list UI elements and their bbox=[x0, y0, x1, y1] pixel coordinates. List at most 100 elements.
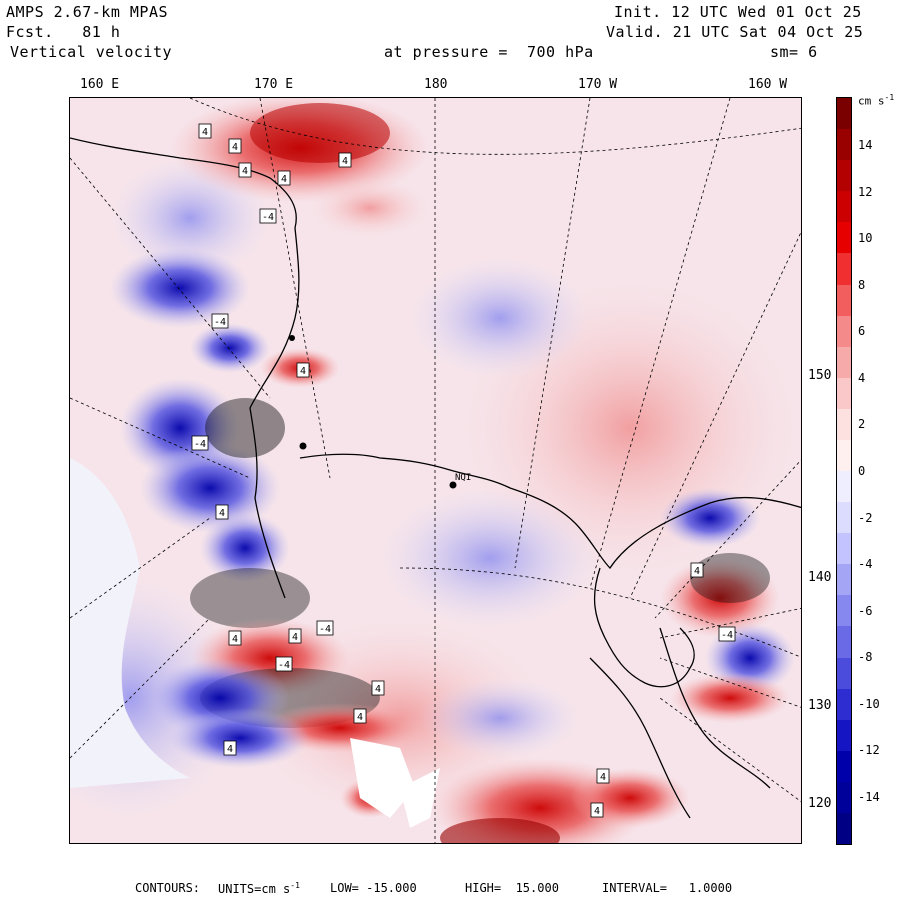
model-title: AMPS 2.67-km MPAS bbox=[6, 3, 169, 21]
lon-label-170w: 170 W bbox=[578, 77, 618, 92]
footer-interval: INTERVAL= 1.0000 bbox=[602, 881, 733, 895]
pressure-level: at pressure = 700 hPa bbox=[384, 43, 594, 61]
forecast-hour: Fcst. 81 h bbox=[6, 23, 121, 41]
colorbar-swatch bbox=[837, 812, 851, 845]
colorbar-swatch bbox=[837, 346, 851, 379]
contour-label-text: 4 bbox=[342, 156, 348, 167]
colorbar-swatch bbox=[837, 315, 851, 348]
no-data-patches bbox=[350, 738, 440, 828]
footer-low: LOW= -15.000 bbox=[330, 881, 417, 895]
contour-label-box bbox=[211, 313, 229, 329]
colorbar-swatch bbox=[837, 408, 851, 441]
colorbar-tick-label: -8 bbox=[858, 650, 873, 665]
contour-label-box bbox=[215, 504, 229, 520]
map-canvas: NQI 4 4 4 4 4 -4 -4 -4 4 4 -4 4 -4 4 4 4 4 4 4 4 -4 bbox=[70, 98, 801, 843]
colorbar-tick-label: -14 bbox=[858, 790, 880, 804]
lon-label-170e: 170 E bbox=[254, 77, 294, 92]
contour-label-boxes: 4 4 4 4 4 -4 -4 -4 4 4 -4 4 -4 4 4 4 4 4 4 4 -4 bbox=[191, 123, 736, 818]
colorbar-swatch bbox=[837, 471, 851, 503]
contour-label-text: -4 bbox=[278, 660, 290, 671]
contour-label-box bbox=[316, 620, 334, 636]
lon-label-160e: 160 E bbox=[80, 77, 120, 92]
contour-label-box bbox=[596, 768, 610, 784]
coastline bbox=[70, 137, 801, 819]
contour-label-text: 4 bbox=[300, 366, 306, 377]
colorbar-swatch bbox=[837, 253, 851, 285]
graticule bbox=[70, 98, 801, 843]
contour-label-box bbox=[338, 152, 352, 168]
colorbar-swatch bbox=[837, 377, 851, 410]
contour-label-text: 4 bbox=[232, 634, 238, 645]
contour-label-box bbox=[238, 162, 252, 178]
colorbar-swatch bbox=[837, 719, 851, 752]
colorbar-swatch bbox=[837, 657, 851, 690]
colorbar-tick-label: 4 bbox=[858, 370, 866, 385]
contour-label-box bbox=[198, 123, 212, 139]
station-dots bbox=[289, 335, 457, 489]
contour-label-box bbox=[275, 656, 293, 672]
contour-label-text: 4 bbox=[202, 127, 208, 138]
colorbar-tick-label: -4 bbox=[858, 557, 873, 572]
contour-label-box bbox=[223, 740, 237, 756]
colorbar bbox=[836, 97, 852, 845]
contour-label-text: -4 bbox=[319, 624, 331, 635]
colorbar-tick-label: 6 bbox=[858, 324, 866, 339]
contour-label-box bbox=[288, 628, 302, 644]
footer-high: HIGH= 15.000 bbox=[465, 881, 559, 895]
contour-label-text: 4 bbox=[694, 566, 700, 577]
contour-label-text: 4 bbox=[227, 744, 233, 755]
contour-label-box bbox=[590, 802, 604, 818]
colorbar-tick-label: -6 bbox=[858, 603, 873, 618]
colorbar-swatch bbox=[837, 564, 851, 596]
footer-contours: CONTOURS: bbox=[135, 881, 201, 895]
vertical-velocity-map: NQI 4 4 4 4 4 -4 -4 -4 4 4 -4 4 -4 4 4 4 4 4 4 4 -4 bbox=[69, 97, 802, 844]
contour-label-text: 4 bbox=[219, 508, 225, 519]
colorbar-swatch bbox=[837, 284, 851, 317]
footer-units: UNITS=cm s-1 bbox=[218, 881, 300, 896]
contour-label-box bbox=[259, 208, 277, 224]
contour-label-text: -4 bbox=[214, 317, 226, 328]
colorbar-swatch bbox=[837, 222, 851, 254]
contour-label-box bbox=[228, 630, 242, 646]
contour-label-box bbox=[371, 680, 385, 696]
strong-red-cluster-top bbox=[170, 98, 430, 238]
valid-time: Valid. 21 UTC Sat 04 Oct 25 bbox=[606, 23, 864, 41]
colorbar-tick-label: 12 bbox=[858, 184, 873, 199]
lon-label-160w: 160 W bbox=[748, 77, 788, 92]
contour-label-text: -4 bbox=[262, 212, 274, 223]
contour-label-text: 4 bbox=[357, 712, 363, 723]
contour-label-box bbox=[690, 562, 704, 578]
colorbar-swatch bbox=[837, 781, 851, 814]
contour-label-text: 4 bbox=[375, 684, 381, 695]
field-name: Vertical velocity bbox=[10, 43, 173, 61]
colorbar-swatch bbox=[837, 595, 851, 627]
contour-label-text: 4 bbox=[232, 142, 238, 153]
colorbar-tick-label: 8 bbox=[858, 277, 866, 292]
contour-label-text: 4 bbox=[242, 166, 248, 177]
contour-label-text: 4 bbox=[600, 772, 606, 783]
contour-label-box bbox=[718, 626, 736, 642]
colorbar-swatch bbox=[837, 626, 851, 658]
colorbar-tick-label: 10 bbox=[858, 231, 873, 246]
colorbar-swatch bbox=[837, 750, 851, 783]
contour-label-box bbox=[353, 708, 367, 724]
contour-label-text: 4 bbox=[292, 632, 298, 643]
station-label: NQI bbox=[455, 473, 471, 483]
colorbar-tick-label: 2 bbox=[858, 417, 866, 432]
colorbar-tick-label: 0 bbox=[858, 464, 866, 478]
lon-label-180: 180 bbox=[424, 77, 448, 92]
colorbar-swatch bbox=[837, 439, 851, 472]
colorbar-unit: cm s-1 bbox=[858, 93, 895, 108]
smoothing: sm= 6 bbox=[770, 43, 818, 61]
colorbar-swatch bbox=[837, 688, 851, 721]
contour-label-text: -4 bbox=[194, 439, 206, 450]
colorbar-tick-label: -12 bbox=[858, 743, 880, 758]
contour-label-box bbox=[296, 362, 310, 378]
contour-label-box bbox=[277, 170, 291, 186]
colorbar-swatch bbox=[837, 502, 851, 534]
ice-shelf-region bbox=[70, 458, 190, 788]
contour-label-text: -4 bbox=[721, 630, 733, 641]
contour-label-text: 4 bbox=[281, 174, 287, 185]
colorbar-swatch bbox=[837, 533, 851, 565]
colorbar-tick-label: -2 bbox=[858, 510, 873, 525]
